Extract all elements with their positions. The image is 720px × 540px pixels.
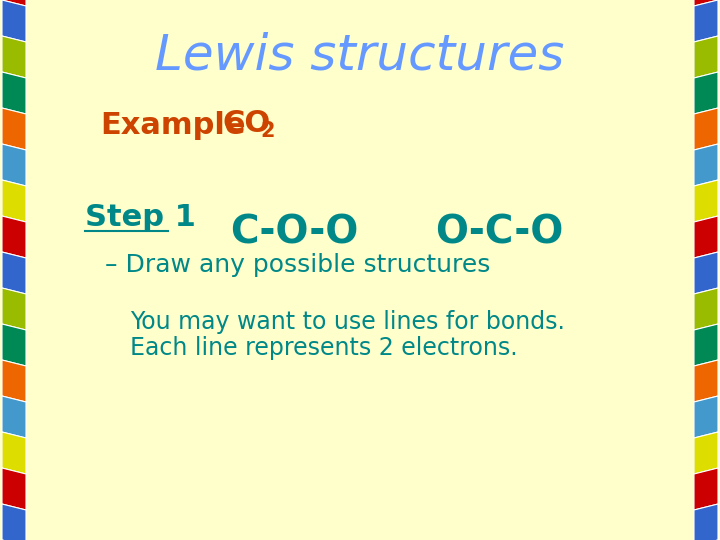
Polygon shape xyxy=(694,252,718,294)
Polygon shape xyxy=(694,324,718,366)
Polygon shape xyxy=(694,144,718,186)
Text: O-C-O: O-C-O xyxy=(435,213,563,251)
Polygon shape xyxy=(2,0,26,42)
Polygon shape xyxy=(694,180,718,222)
Polygon shape xyxy=(2,252,26,294)
Polygon shape xyxy=(2,360,26,402)
Polygon shape xyxy=(694,216,718,258)
Polygon shape xyxy=(2,180,26,222)
Polygon shape xyxy=(694,468,718,510)
Polygon shape xyxy=(694,432,718,474)
Polygon shape xyxy=(2,0,26,6)
Text: – Draw any possible structures: – Draw any possible structures xyxy=(105,253,490,277)
Polygon shape xyxy=(694,0,718,42)
Text: 2: 2 xyxy=(260,121,274,141)
Text: Example: Example xyxy=(100,111,246,139)
Polygon shape xyxy=(2,216,26,258)
Polygon shape xyxy=(2,324,26,366)
Polygon shape xyxy=(2,468,26,510)
Text: You may want to use lines for bonds.: You may want to use lines for bonds. xyxy=(130,310,565,334)
Polygon shape xyxy=(694,288,718,330)
Text: Step 1: Step 1 xyxy=(85,204,196,233)
Text: CO: CO xyxy=(222,109,270,138)
Polygon shape xyxy=(2,504,26,540)
Polygon shape xyxy=(694,0,718,6)
Polygon shape xyxy=(2,432,26,474)
Polygon shape xyxy=(694,504,718,540)
Polygon shape xyxy=(2,108,26,150)
Polygon shape xyxy=(2,144,26,186)
Text: C-O-O: C-O-O xyxy=(230,213,359,251)
Polygon shape xyxy=(2,36,26,78)
Text: Lewis structures: Lewis structures xyxy=(156,31,564,79)
Text: Each line represents 2 electrons.: Each line represents 2 electrons. xyxy=(130,336,518,360)
Polygon shape xyxy=(2,72,26,114)
Polygon shape xyxy=(694,36,718,78)
Polygon shape xyxy=(2,288,26,330)
Polygon shape xyxy=(694,72,718,114)
Polygon shape xyxy=(694,396,718,438)
Polygon shape xyxy=(694,360,718,402)
Polygon shape xyxy=(694,108,718,150)
Polygon shape xyxy=(2,396,26,438)
